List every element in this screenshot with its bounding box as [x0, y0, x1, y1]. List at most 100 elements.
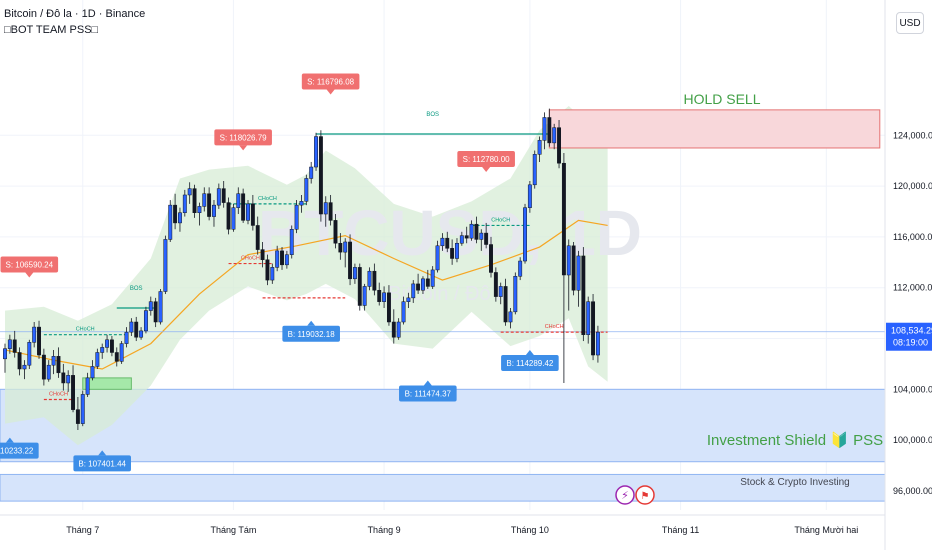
candle-body — [187, 188, 192, 196]
trend-cloud — [5, 106, 608, 446]
lightning-icon: ⚡ — [621, 490, 629, 502]
candle-body — [527, 184, 532, 208]
candle-body — [182, 194, 187, 214]
candle-body — [547, 117, 552, 144]
candle-body — [299, 201, 304, 206]
candle-body — [56, 356, 61, 374]
candle-body — [80, 394, 85, 424]
candle-body — [294, 204, 299, 230]
signal-label: B: 111474.37 — [405, 390, 452, 399]
candle-body — [518, 260, 523, 277]
candle-body — [377, 289, 382, 302]
candle-body — [566, 245, 571, 276]
candle-body — [37, 326, 41, 356]
candle-body — [425, 278, 430, 287]
candle-body — [250, 203, 255, 226]
candle-body — [265, 259, 270, 281]
candle-body — [450, 248, 455, 259]
candle-body — [445, 237, 450, 249]
candle-body — [260, 249, 265, 261]
candle-body — [129, 321, 134, 333]
time-tick-label: Tháng 7 — [66, 525, 99, 535]
price-tick-label: 96,000.00 — [893, 486, 932, 496]
candle-body — [139, 330, 144, 338]
time-tick-label: Tháng Tám — [210, 525, 256, 535]
candle-body — [571, 245, 576, 291]
current-price-countdown: 08:19:00 — [893, 338, 928, 348]
candle-body — [114, 352, 119, 362]
candles-group — [3, 108, 600, 430]
candle-body — [367, 270, 372, 287]
candle-body — [109, 339, 114, 353]
bos-label: BOS — [130, 286, 143, 292]
candle-body — [489, 244, 493, 273]
candle-body — [503, 286, 508, 323]
supply-zone-label: HOLD SELL — [683, 91, 760, 107]
candle-body — [197, 206, 202, 214]
candle-body — [352, 267, 357, 280]
candle-body — [474, 223, 479, 240]
sell-signal-marker: S: 116796.08 — [301, 73, 360, 95]
candle-body — [333, 220, 338, 244]
candle-body — [430, 269, 435, 287]
sell-signal-box — [301, 73, 360, 90]
choch-label: CHoCH — [76, 327, 95, 333]
choch-label: CHoCH — [491, 217, 510, 223]
candle-body — [591, 301, 596, 356]
symbol-title: Bitcoin / Đô la · 1D · Binance — [4, 8, 146, 20]
candle-body — [411, 283, 416, 299]
supply-zone — [548, 109, 881, 149]
sell-signal-marker: S: 118026.79 — [214, 129, 272, 151]
candle-body — [12, 339, 17, 353]
currency-selector[interactable]: USD — [896, 12, 924, 34]
sell-signal-box — [214, 129, 272, 146]
candle-body — [168, 204, 173, 240]
candle-body — [32, 326, 37, 343]
candle-body — [532, 154, 537, 186]
signal-label: S: 116796.08 — [307, 78, 355, 87]
candle-body — [3, 348, 7, 360]
lightning-icon — [615, 485, 635, 505]
candle-body — [309, 166, 314, 179]
choch-label: CHoCH — [241, 256, 260, 262]
signal-label: S: 118026.79 — [220, 133, 268, 142]
candle-body — [493, 272, 498, 297]
sell-signal-marker: S: 112780.00 — [457, 151, 515, 173]
sell-signal-pointer — [482, 167, 491, 173]
candle-body — [484, 232, 489, 245]
time-tick-label: Tháng 9 — [368, 525, 401, 535]
demand-zone — [82, 377, 132, 390]
buy-signal-box — [0, 442, 39, 459]
buy-signal-pointer — [98, 450, 107, 456]
signal-label: S: 106590.24 — [5, 260, 53, 269]
signal-label: B: 114289.42 — [506, 359, 554, 368]
candle-body — [552, 127, 557, 144]
candle-body — [134, 321, 139, 338]
candle-body — [537, 140, 542, 155]
candle-body — [328, 202, 333, 221]
time-tick-label: Tháng 11 — [662, 525, 699, 535]
candle-body — [542, 117, 547, 141]
candle-body — [100, 347, 105, 353]
candle-body — [255, 225, 260, 250]
candle-body — [459, 235, 464, 244]
candle-body — [27, 342, 32, 366]
signal-label: S: 112780.00 — [463, 155, 511, 164]
sell-signal-pointer — [239, 145, 248, 151]
indicator-label[interactable]: □BOT TEAM PSS□ — [4, 24, 99, 36]
signal-label: B: 119032.18 — [288, 330, 336, 339]
candle-body — [46, 364, 51, 380]
buy-signal-box — [501, 355, 559, 372]
price-tick-label: 116,000.00 — [893, 232, 932, 242]
candle-body — [173, 204, 178, 224]
candle-body — [216, 188, 221, 206]
candle-body — [386, 292, 391, 323]
candle-body — [314, 136, 318, 168]
buy-signal-marker: B: 111474.37 — [399, 380, 457, 402]
candle-body — [7, 339, 12, 349]
candle-body — [508, 311, 513, 323]
candle-body — [435, 245, 440, 271]
candle-body — [557, 127, 561, 164]
